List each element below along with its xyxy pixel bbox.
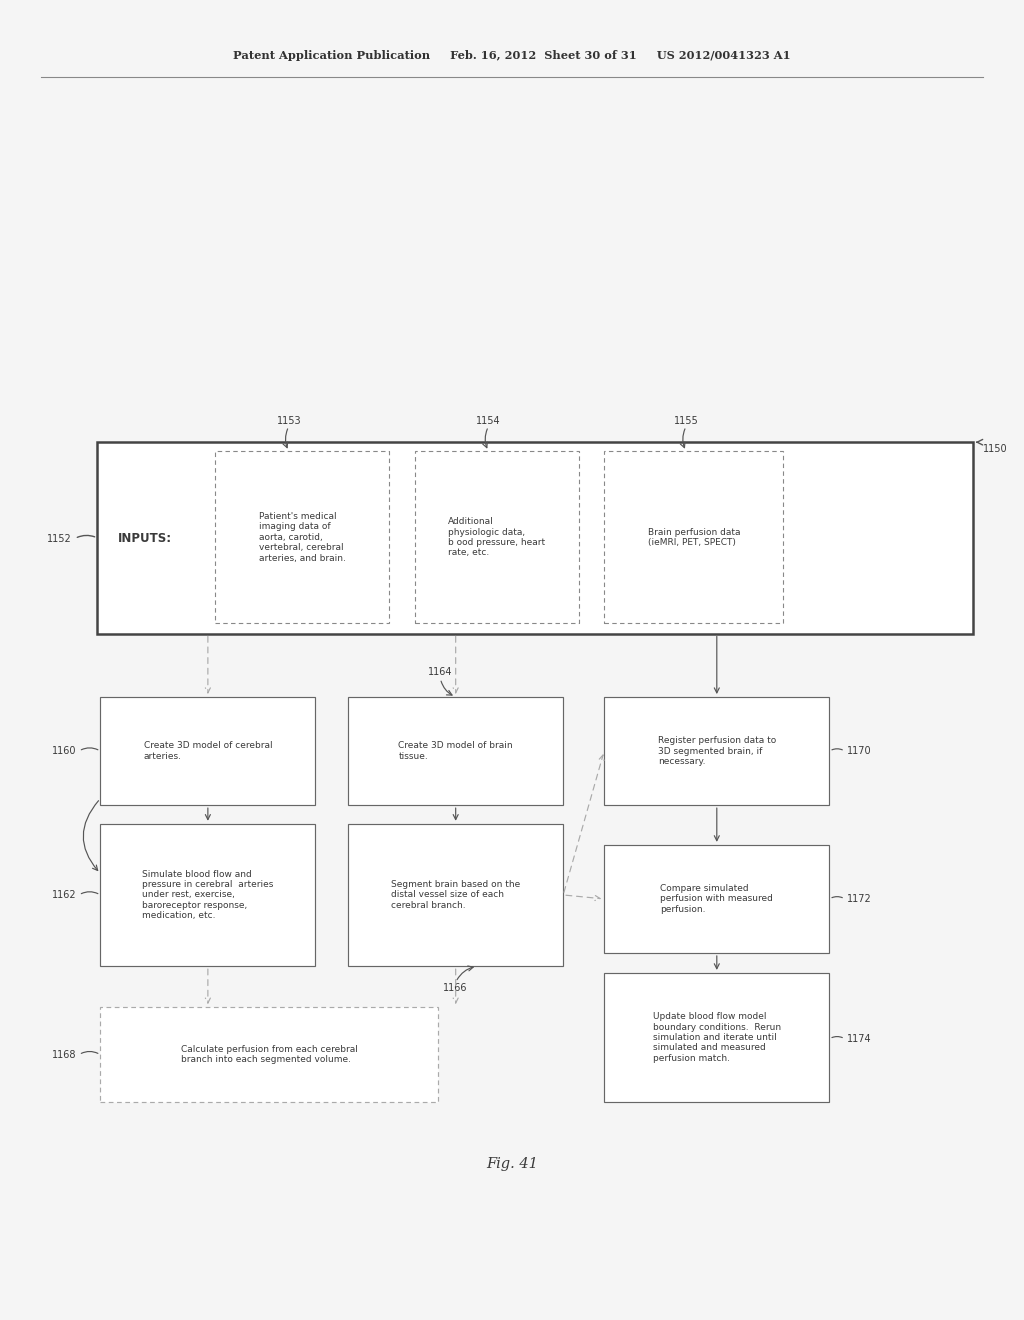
Text: 1170: 1170 bbox=[847, 746, 871, 756]
Text: Segment brain based on the
distal vessel size of each
cerebral branch.: Segment brain based on the distal vessel… bbox=[391, 880, 520, 909]
Text: Update blood flow model
boundary conditions.  Rerun
simulation and iterate until: Update blood flow model boundary conditi… bbox=[652, 1012, 781, 1063]
Text: Fig. 41: Fig. 41 bbox=[486, 1158, 538, 1171]
Bar bbox=[100, 697, 315, 805]
Text: 1155: 1155 bbox=[674, 416, 698, 426]
Bar bbox=[604, 845, 829, 953]
Text: Calculate perfusion from each cerebral
branch into each segmented volume.: Calculate perfusion from each cerebral b… bbox=[181, 1045, 357, 1064]
Text: 1168: 1168 bbox=[52, 1049, 77, 1060]
Text: 1152: 1152 bbox=[47, 533, 72, 544]
Text: INPUTS:: INPUTS: bbox=[118, 532, 172, 545]
Bar bbox=[348, 824, 563, 966]
Bar bbox=[415, 451, 579, 623]
Text: Create 3D model of cerebral
arteries.: Create 3D model of cerebral arteries. bbox=[143, 742, 272, 760]
Text: Additional
physiologic data,
b ood pressure, heart
rate, etc.: Additional physiologic data, b ood press… bbox=[449, 517, 545, 557]
Text: Create 3D model of brain
tissue.: Create 3D model of brain tissue. bbox=[398, 742, 513, 760]
Text: Brain perfusion data
(ieMRI, PET, SPECT): Brain perfusion data (ieMRI, PET, SPECT) bbox=[647, 528, 740, 546]
Text: 1160: 1160 bbox=[52, 746, 77, 756]
Text: Compare simulated
perfusion with measured
perfusion.: Compare simulated perfusion with measure… bbox=[660, 884, 773, 913]
Text: 1150: 1150 bbox=[983, 444, 1008, 454]
Bar bbox=[348, 697, 563, 805]
Text: Simulate blood flow and
pressure in cerebral  arteries
under rest, exercise,
bar: Simulate blood flow and pressure in cere… bbox=[142, 870, 273, 920]
Text: Patient's medical
imaging data of
aorta, carotid,
vertebral, cerebral
arteries, : Patient's medical imaging data of aorta,… bbox=[259, 512, 345, 562]
Text: 1174: 1174 bbox=[847, 1034, 871, 1044]
Bar bbox=[604, 451, 783, 623]
Text: 1162: 1162 bbox=[52, 890, 77, 900]
Text: Register perfusion data to
3D segmented brain, if
necessary.: Register perfusion data to 3D segmented … bbox=[657, 737, 776, 766]
Text: 1172: 1172 bbox=[847, 894, 871, 904]
Bar bbox=[604, 697, 829, 805]
Bar bbox=[100, 824, 315, 966]
Text: Patent Application Publication     Feb. 16, 2012  Sheet 30 of 31     US 2012/004: Patent Application Publication Feb. 16, … bbox=[233, 50, 791, 61]
Bar bbox=[215, 451, 389, 623]
Text: 1154: 1154 bbox=[476, 416, 501, 426]
Text: 1164: 1164 bbox=[428, 667, 453, 677]
Bar bbox=[100, 1007, 438, 1102]
Bar bbox=[97, 442, 973, 634]
Text: 1166: 1166 bbox=[443, 983, 468, 994]
Text: 1153: 1153 bbox=[276, 416, 301, 426]
Bar bbox=[604, 973, 829, 1102]
